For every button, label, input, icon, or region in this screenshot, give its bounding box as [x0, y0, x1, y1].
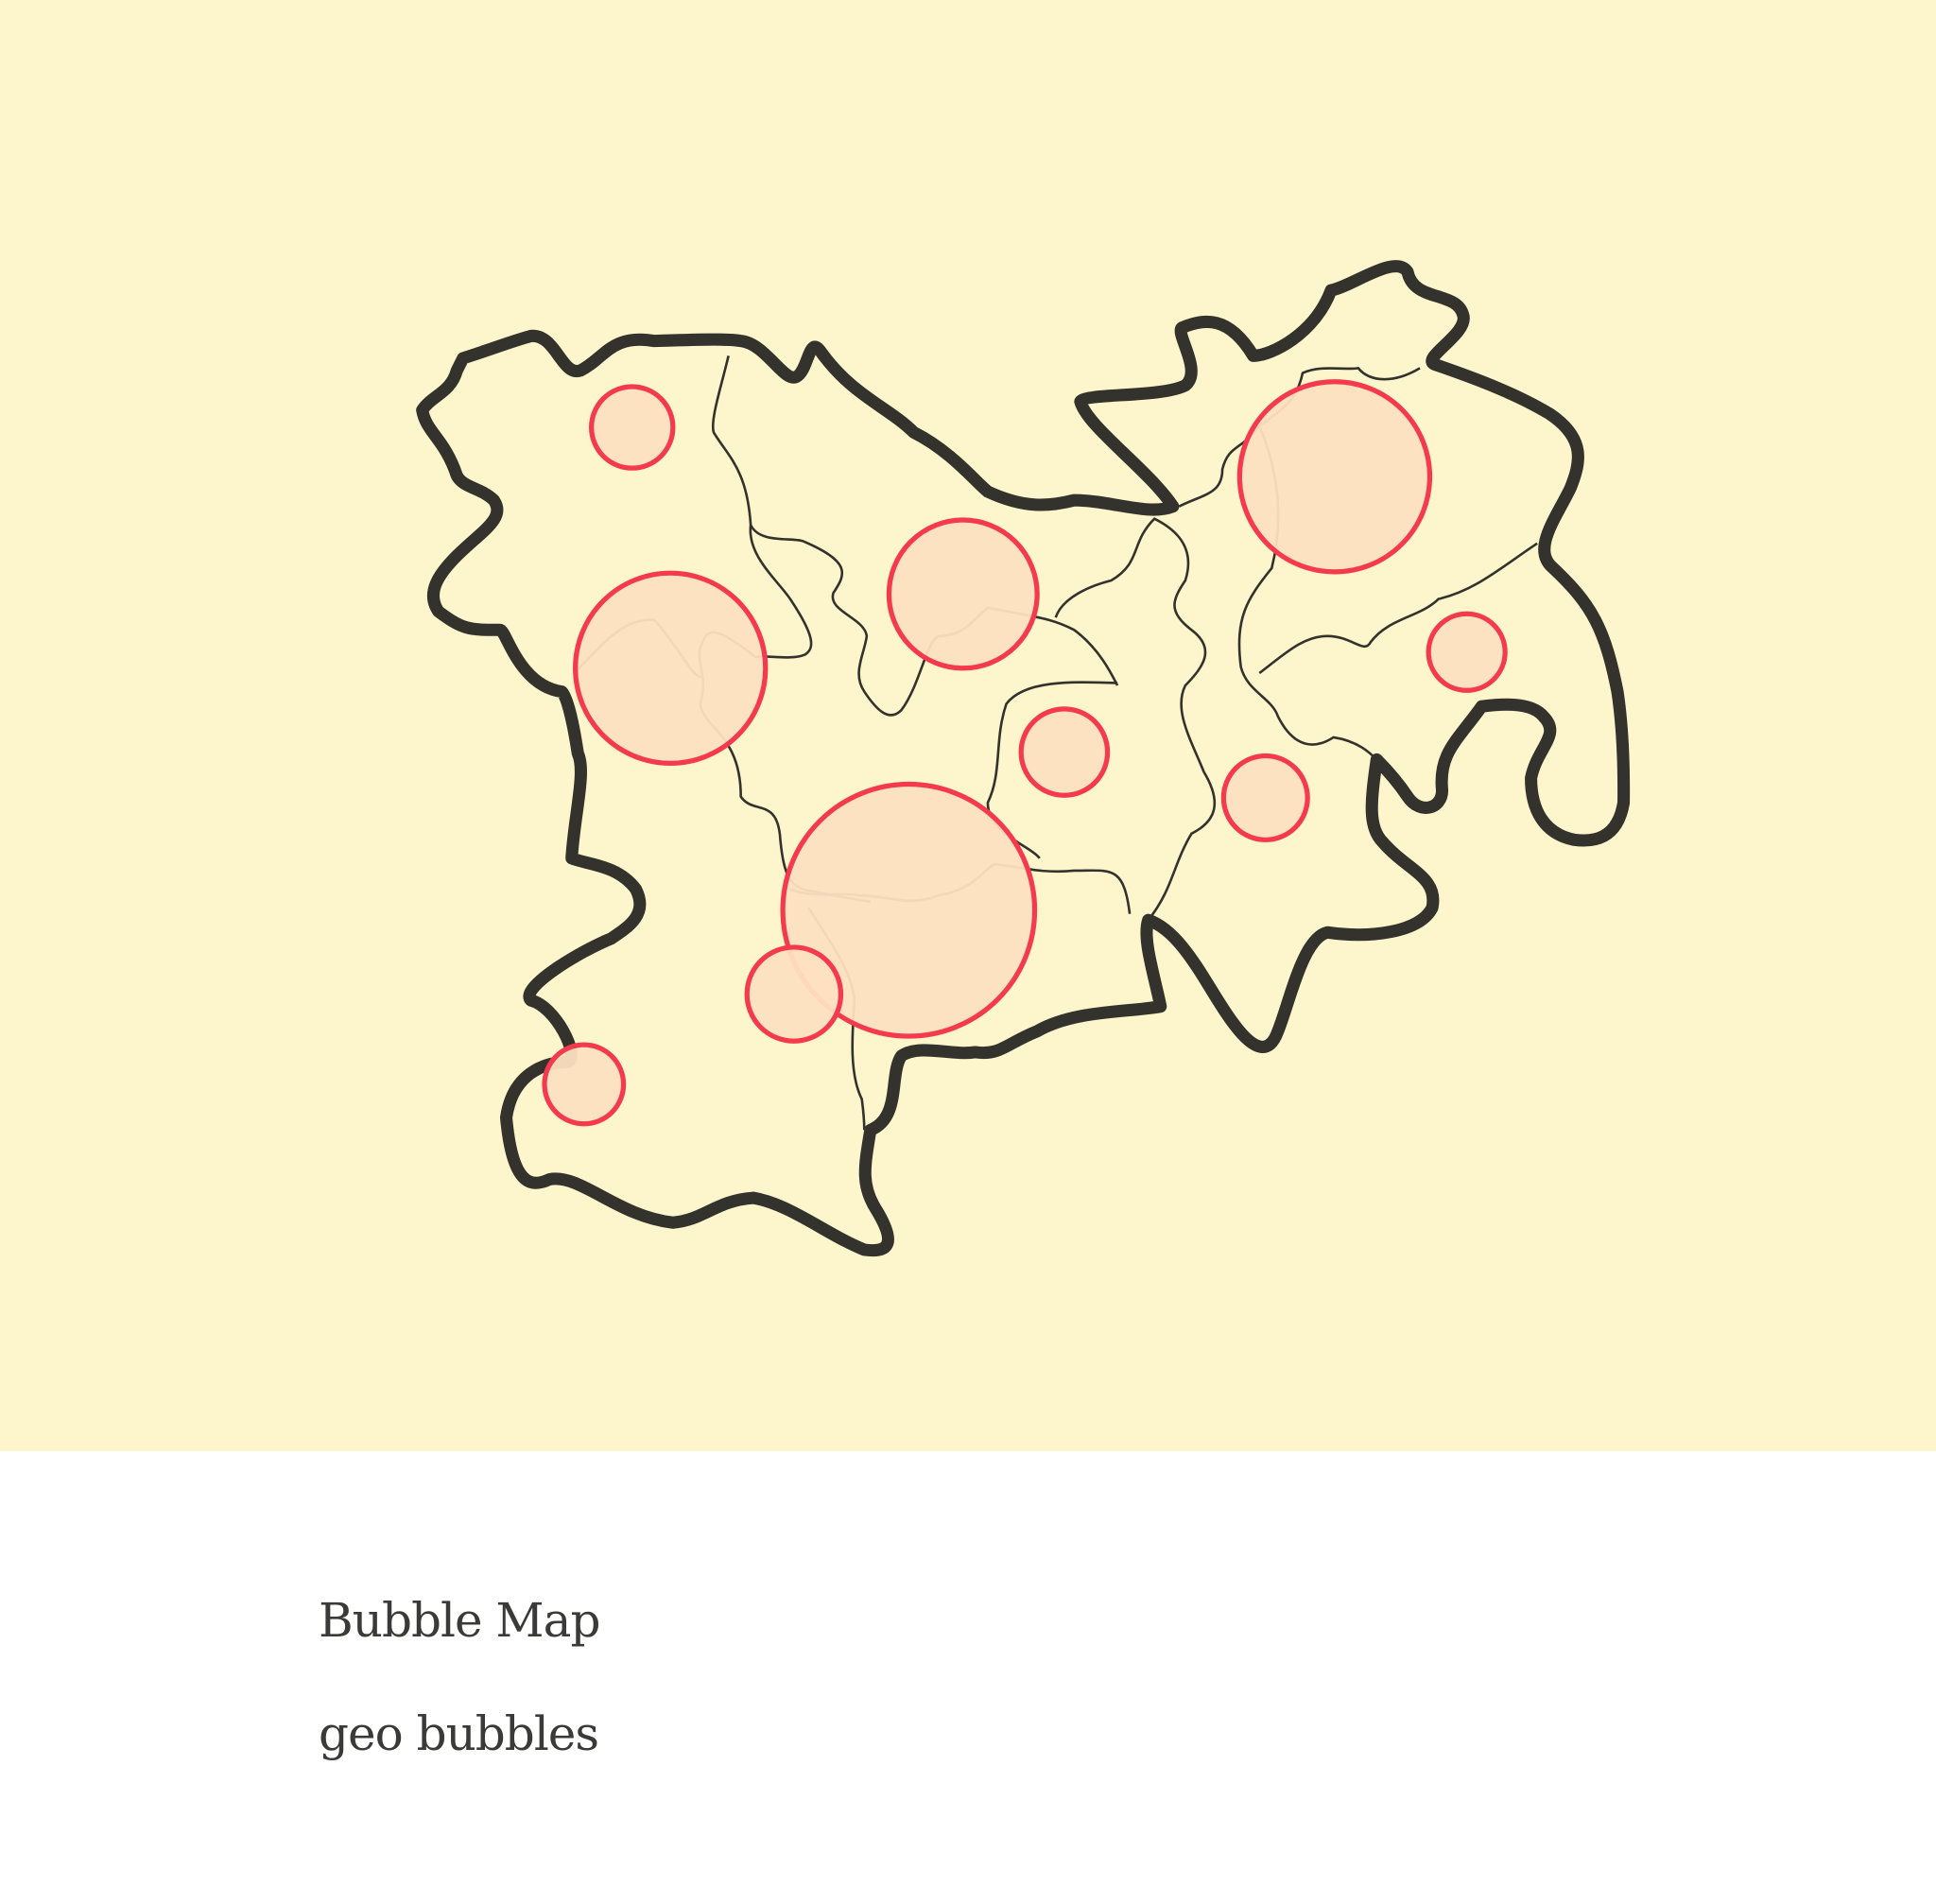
title: Bubble Map	[319, 1593, 600, 1648]
border-line	[1258, 542, 1538, 675]
bubble	[589, 384, 676, 471]
illustration	[0, 0, 1936, 1451]
bubble	[780, 781, 1038, 1039]
bubble	[744, 944, 844, 1044]
region-outline	[416, 260, 1631, 1257]
bubble	[573, 570, 769, 766]
bubble-map	[416, 260, 1631, 1257]
bubble	[1018, 706, 1111, 798]
bubble	[542, 1042, 627, 1127]
border-line	[1054, 517, 1217, 922]
bubble	[886, 517, 1040, 671]
bubbles	[542, 379, 1508, 1127]
bubble	[1220, 753, 1310, 842]
bubble	[1236, 379, 1433, 575]
bubble	[1426, 611, 1508, 693]
subtitle: geo bubbles	[319, 1706, 599, 1761]
